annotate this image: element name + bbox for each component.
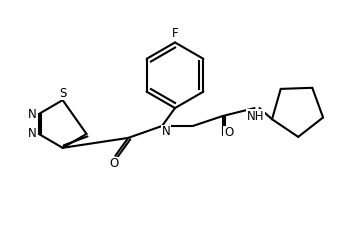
Text: O: O [224,126,233,139]
Text: N: N [27,108,36,120]
Text: O: O [110,157,119,170]
Text: N: N [162,125,171,139]
Text: NH: NH [247,109,264,123]
Text: N: N [27,127,36,140]
Text: S: S [59,87,66,100]
Text: F: F [172,27,178,40]
